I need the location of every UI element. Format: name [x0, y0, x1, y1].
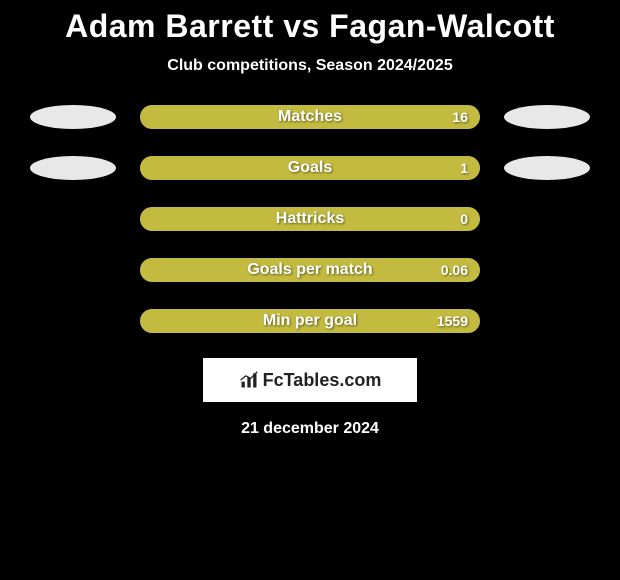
stat-row: Goals per match 0.06	[0, 256, 620, 284]
source-logo-box: FcTables.com	[203, 358, 417, 402]
left-player-marker	[30, 156, 116, 180]
right-player-marker	[504, 207, 590, 231]
stat-value: 16	[452, 109, 468, 125]
stat-row: Min per goal 1559	[0, 307, 620, 335]
stat-value: 1	[460, 160, 468, 176]
stat-bar: Hattricks 0	[140, 207, 480, 231]
comparison-subtitle: Club competitions, Season 2024/2025	[0, 57, 620, 75]
stat-value: 1559	[437, 313, 468, 329]
stat-bar: Matches 16	[140, 105, 480, 129]
left-player-marker	[30, 207, 116, 231]
stat-label: Goals	[288, 159, 332, 177]
right-player-marker	[504, 309, 590, 333]
stat-row: Matches 16	[0, 103, 620, 131]
comparison-title: Adam Barrett vs Fagan-Walcott	[0, 8, 620, 45]
right-player-marker	[504, 258, 590, 282]
left-player-marker	[30, 105, 116, 129]
stats-comparison-card: Adam Barrett vs Fagan-Walcott Club compe…	[0, 0, 620, 438]
left-player-marker	[30, 309, 116, 333]
right-player-marker	[504, 105, 590, 129]
left-player-marker	[30, 258, 116, 282]
stat-bar: Min per goal 1559	[140, 309, 480, 333]
stat-row: Hattricks 0	[0, 205, 620, 233]
stat-label: Hattricks	[276, 210, 344, 228]
stat-value: 0.06	[441, 262, 468, 278]
stat-label: Goals per match	[247, 261, 372, 279]
source-logo: FcTables.com	[239, 370, 382, 391]
stat-label: Matches	[278, 108, 342, 126]
stat-row: Goals 1	[0, 154, 620, 182]
stats-rows-container: Matches 16 Goals 1 Hattricks 0 Goals per match…	[0, 103, 620, 335]
source-logo-text: FcTables.com	[263, 370, 382, 391]
snapshot-date: 21 december 2024	[0, 420, 620, 438]
stat-label: Min per goal	[263, 312, 357, 330]
stat-value: 0	[460, 211, 468, 227]
bar-chart-icon	[239, 370, 259, 390]
right-player-marker	[504, 156, 590, 180]
stat-bar: Goals per match 0.06	[140, 258, 480, 282]
stat-bar: Goals 1	[140, 156, 480, 180]
